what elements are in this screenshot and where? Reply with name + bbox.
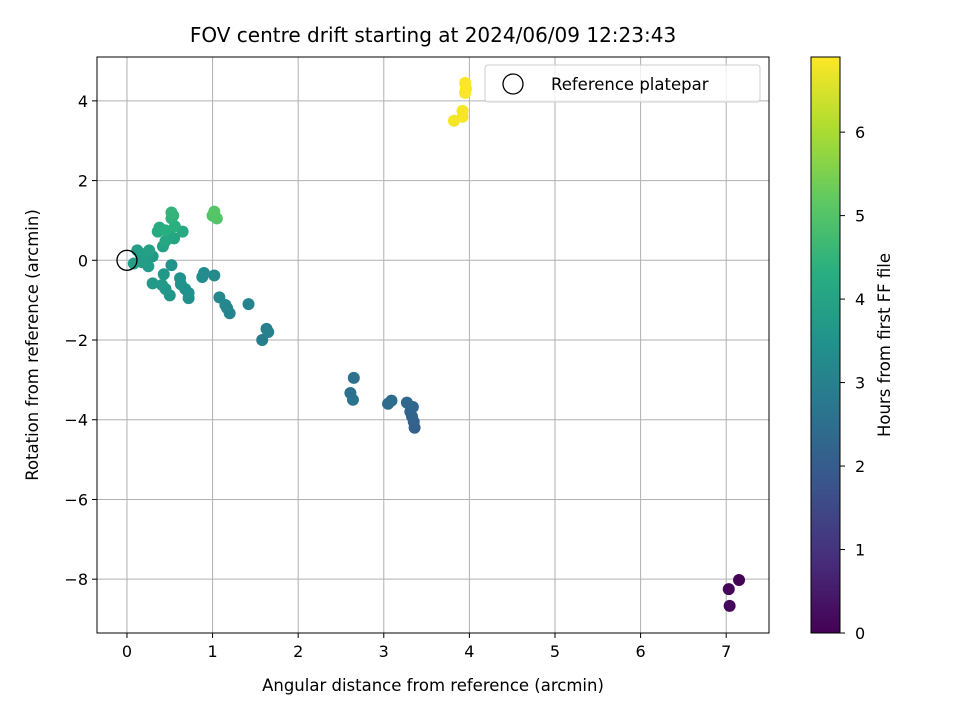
data-point xyxy=(346,393,359,406)
colorbar-tick-label: 1 xyxy=(855,541,865,560)
colorbar-tick-label: 2 xyxy=(855,457,865,476)
colorbar-gradient xyxy=(810,56,841,634)
data-point xyxy=(165,259,178,272)
x-tick-label: 1 xyxy=(207,642,217,661)
x-axis-label: Angular distance from reference (arcmin) xyxy=(262,676,604,695)
y-axis-ticks: −8 −6 −4 −2 0 2 4 xyxy=(64,92,97,589)
data-point xyxy=(456,104,469,117)
data-point xyxy=(262,326,275,339)
data-point xyxy=(723,599,736,612)
data-point xyxy=(157,268,170,281)
y-tick-label: −8 xyxy=(64,570,88,589)
x-tick-label: 0 xyxy=(122,642,132,661)
legend: Reference platepar xyxy=(484,64,761,103)
x-axis-ticks: 0 1 2 3 4 5 6 7 xyxy=(122,633,731,661)
grid-lines xyxy=(97,57,769,633)
data-point xyxy=(722,583,735,596)
y-tick-label: 4 xyxy=(78,92,88,111)
legend-box xyxy=(484,64,761,103)
x-tick-label: 4 xyxy=(464,642,474,661)
data-point xyxy=(213,291,226,304)
plot-frame xyxy=(96,56,770,634)
data-point xyxy=(242,298,255,311)
data-point xyxy=(174,278,187,291)
colorbar-tick-label: 4 xyxy=(855,290,865,309)
data-point xyxy=(146,277,159,290)
data-point xyxy=(208,269,221,282)
x-tick-label: 7 xyxy=(721,642,731,661)
y-tick-label: −2 xyxy=(64,331,88,350)
y-axis-label: Rotation from reference (arcmin) xyxy=(23,209,42,481)
colorbar-ticks: 0 1 2 3 4 5 6 xyxy=(840,123,865,643)
data-point xyxy=(131,244,144,257)
colorbar: 0 1 2 3 4 5 6 Hours from first FF file xyxy=(810,56,894,643)
plot-background xyxy=(97,57,769,633)
y-tick-label: −6 xyxy=(64,490,88,509)
y-tick-label: −4 xyxy=(64,411,88,430)
x-tick-label: 2 xyxy=(293,642,303,661)
data-point xyxy=(165,206,178,219)
x-tick-label: 5 xyxy=(550,642,560,661)
x-tick-label: 3 xyxy=(379,642,389,661)
colorbar-tick-label: 3 xyxy=(855,374,865,393)
data-point xyxy=(143,244,156,257)
data-point xyxy=(733,573,746,586)
data-point xyxy=(159,224,172,237)
legend-marker-open-circle xyxy=(502,73,524,95)
legend-label: Reference platepar xyxy=(551,75,709,94)
data-point xyxy=(156,279,169,292)
data-point xyxy=(382,397,395,410)
colorbar-tick-label: 5 xyxy=(855,207,865,226)
data-point xyxy=(347,371,360,384)
plot-area: 0 1 2 3 4 5 6 7 −8 −6 −4 −2 0 2 4 xyxy=(64,56,770,661)
colorbar-tick-label: 0 xyxy=(855,624,865,643)
y-tick-label: 2 xyxy=(78,172,88,191)
reference-platepar-marker xyxy=(116,249,138,271)
data-point xyxy=(459,76,472,89)
data-points xyxy=(127,76,746,612)
colorbar-tick-label: 6 xyxy=(855,123,865,142)
data-point xyxy=(159,235,172,248)
x-tick-label: 6 xyxy=(635,642,645,661)
data-point xyxy=(196,271,209,284)
colorbar-label: Hours from first FF file xyxy=(875,253,894,437)
chart-title: FOV centre drift starting at 2024/06/09 … xyxy=(190,23,676,47)
data-point xyxy=(400,396,413,409)
y-tick-label: 0 xyxy=(78,251,88,270)
data-point xyxy=(208,205,221,218)
